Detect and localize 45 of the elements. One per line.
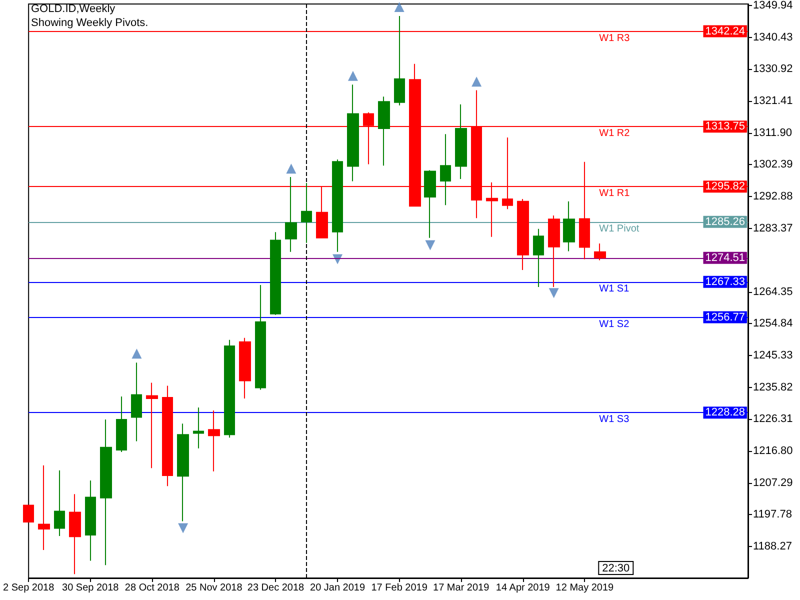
y-tick-label: 1283.37	[753, 222, 793, 234]
ref-line-label: W1 S3	[599, 414, 630, 426]
ref-line-label: W1 S2	[599, 318, 630, 330]
y-tick-label: 1235.82	[753, 381, 793, 394]
annotation: 1274.51	[705, 252, 745, 264]
x-tick-label: 30 Sep 2018	[62, 582, 120, 594]
ref-line-label: W1 R2	[599, 128, 630, 140]
y-tick-label: 1330.92	[753, 63, 793, 76]
annotation: 1313.75	[705, 120, 745, 133]
text: Showing Weekly Pivots.	[31, 17, 148, 29]
y-tick-label: 1264.35	[753, 286, 793, 298]
x-tick-label: 23 Dec 2018	[247, 582, 305, 594]
ref-line-label: W1 S1	[599, 283, 630, 294]
x-tick-label: 25 Nov 2018	[186, 582, 243, 594]
y-tick-label: 1197.78	[753, 508, 792, 521]
y-tick-label: 1311.90	[753, 126, 792, 139]
y-tick-label: 1302.39	[753, 158, 793, 171]
y-tick-label: 1321.41	[753, 94, 793, 107]
x-tick-label: 17 Feb 2019	[371, 582, 428, 594]
y-tick-label: 1245.33	[753, 350, 793, 362]
x-tick-label: 20 Jan 2019	[310, 582, 366, 594]
annotation: 1342.24	[705, 25, 745, 38]
x-tick-label: 14 Apr 2019	[496, 582, 550, 594]
annotation: 22:30	[602, 562, 630, 574]
x-tick-label: 2 Sep 2018	[2, 582, 55, 594]
x-tick-label: 28 Oct 2018	[124, 582, 180, 594]
y-tick-label: 1254.84	[753, 318, 793, 330]
y-tick-label: 1226.31	[753, 413, 793, 426]
annotation: 1295.82	[705, 180, 745, 193]
y-tick-label: 1207.29	[753, 476, 793, 489]
ref-line-label: W1 R3	[599, 32, 630, 44]
chart-title: GOLD.ID,Weekly	[31, 3, 116, 15]
y-tick-label: 1188.27	[753, 540, 792, 552]
annotation: 1256.77	[705, 311, 745, 324]
y-tick-label: 1292.88	[753, 190, 793, 202]
annotation: 1267.33	[705, 276, 745, 288]
x-tick-label: 17 Mar 2019	[433, 582, 490, 594]
ref-line-label: W1 Pivot	[599, 223, 640, 234]
x-tick-label: 12 May 2019	[556, 582, 614, 594]
annotation: 1228.28	[705, 406, 745, 419]
y-tick-label: 1216.80	[753, 445, 793, 458]
y-tick-label: 1340.43	[753, 31, 793, 44]
y-tick-label: 1349.94	[753, 0, 793, 12]
ref-line-label: W1 R1	[599, 188, 630, 200]
annotation: 1285.26	[705, 216, 745, 228]
